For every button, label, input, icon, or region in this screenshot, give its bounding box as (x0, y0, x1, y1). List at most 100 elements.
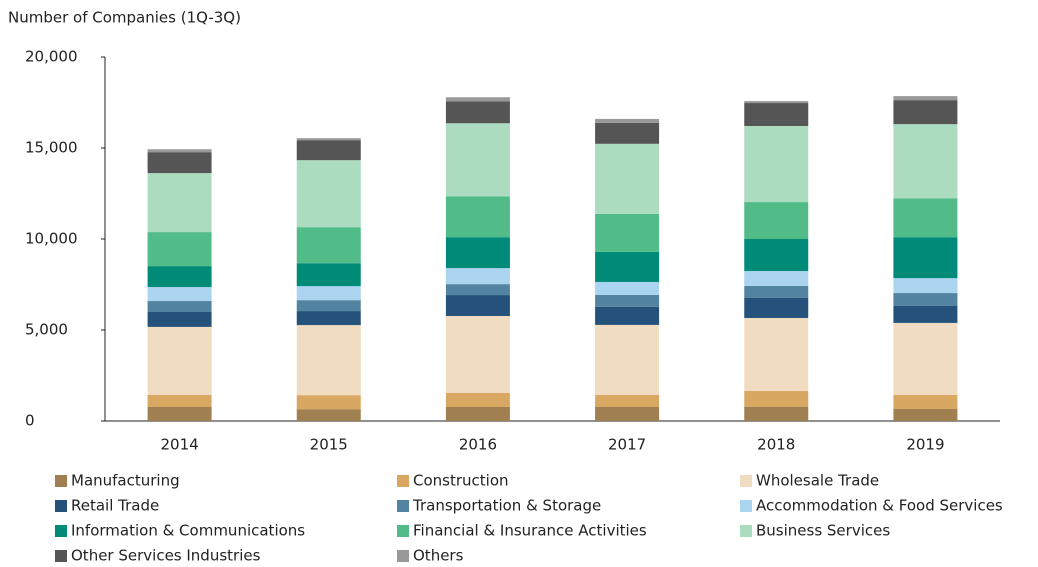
y-tick-label: 20,000 (25, 48, 78, 66)
bar-segment (744, 239, 809, 272)
bar-segment (147, 152, 212, 174)
bar-segment (744, 103, 809, 126)
bar-segment (147, 394, 212, 407)
bar-segment (147, 406, 212, 421)
bar-segment (744, 406, 809, 421)
bar-segment (147, 173, 212, 233)
bar-segment (296, 286, 361, 301)
x-tick-label: 2016 (459, 436, 497, 454)
bar-segment (296, 311, 361, 326)
bar-segment (595, 122, 660, 144)
bar-segment (445, 237, 510, 269)
bar-segment (445, 284, 510, 296)
bar-segment (595, 251, 660, 282)
legend-swatch (55, 500, 67, 512)
bar-segment (595, 406, 660, 421)
x-tick-label: 2019 (906, 436, 944, 454)
chart-title: Number of Companies (1Q-3Q) (8, 9, 241, 27)
bar-segment (893, 394, 958, 409)
legend-swatch (55, 550, 67, 562)
y-tick-label: 0 (25, 412, 35, 430)
bar-segment (595, 213, 660, 252)
bar-segment (893, 96, 958, 101)
bar-segment (296, 395, 361, 410)
x-tick-label: 2015 (310, 436, 348, 454)
bar-segment (147, 232, 212, 267)
bar-segment (893, 305, 958, 323)
bar-segment (147, 266, 212, 288)
bar-segment (744, 285, 809, 298)
legend-swatch (55, 525, 67, 537)
legend-swatch (55, 475, 67, 487)
bar-segment (147, 149, 212, 153)
bar-segment (296, 227, 361, 264)
legend-label: Transportation & Storage (412, 497, 601, 515)
bar-segment (296, 138, 361, 141)
bar-segment (445, 123, 510, 197)
bar-segment (147, 326, 212, 395)
bar-segment (744, 317, 809, 391)
bar-segment (744, 101, 809, 104)
legend-label: Manufacturing (71, 472, 180, 490)
bar-segment (296, 263, 361, 287)
bar-segment (595, 294, 660, 307)
legend-swatch (397, 500, 409, 512)
bar-segment (296, 300, 361, 312)
legend-swatch (397, 550, 409, 562)
bar-segment (445, 295, 510, 316)
bar-segment (744, 271, 809, 286)
bar-segment (147, 311, 212, 327)
legend-label: Accommodation & Food Services (756, 497, 1003, 515)
legend-label: Other Services Industries (71, 547, 261, 565)
y-tick-label: 5,000 (25, 321, 68, 339)
bar-segment (445, 101, 510, 124)
bar-segment (744, 390, 809, 407)
bar-segment (893, 322, 958, 395)
bar-segment (595, 306, 660, 325)
legend-swatch (740, 525, 752, 537)
y-tick-label: 10,000 (25, 230, 78, 248)
legend-label: Business Services (756, 522, 890, 540)
x-tick-label: 2017 (608, 436, 646, 454)
bar-segment (296, 140, 361, 161)
legend-label: Financial & Insurance Activities (413, 522, 647, 540)
legend-label: Information & Communications (71, 522, 305, 540)
bar-segment (893, 237, 958, 279)
bar-segment (595, 281, 660, 295)
legend-label: Wholesale Trade (756, 472, 879, 490)
bar-segment (445, 315, 510, 393)
bar-segment (893, 293, 958, 306)
bar-segment (445, 196, 510, 238)
legend-swatch (397, 525, 409, 537)
legend-label: Retail Trade (71, 497, 159, 515)
bar-segment (744, 297, 809, 318)
legend-label: Others (413, 547, 464, 565)
bar-segment (147, 301, 212, 312)
bar-segment (445, 392, 510, 407)
bar-segment (595, 324, 660, 395)
x-tick-label: 2014 (160, 436, 198, 454)
bar-segment (744, 125, 809, 203)
bar-segment (595, 118, 660, 123)
bar-segment (147, 287, 212, 302)
bar-segment (893, 198, 958, 238)
bar-segment (445, 406, 510, 421)
legend-swatch (740, 500, 752, 512)
x-tick-label: 2018 (757, 436, 795, 454)
bar-segment (744, 202, 809, 239)
bar-segment (296, 325, 361, 396)
bar-segment (893, 100, 958, 125)
bar-segment (893, 278, 958, 294)
bar-segment (893, 408, 958, 421)
bar-segment (445, 97, 510, 102)
bar-segment (595, 143, 660, 214)
bar-segment (296, 409, 361, 421)
legend-swatch (740, 475, 752, 487)
bar-segment (445, 268, 510, 285)
bar-segment (296, 160, 361, 228)
bar-segment (595, 394, 660, 407)
y-tick-label: 15,000 (25, 139, 78, 157)
bar-segment (893, 124, 958, 199)
legend-swatch (397, 475, 409, 487)
